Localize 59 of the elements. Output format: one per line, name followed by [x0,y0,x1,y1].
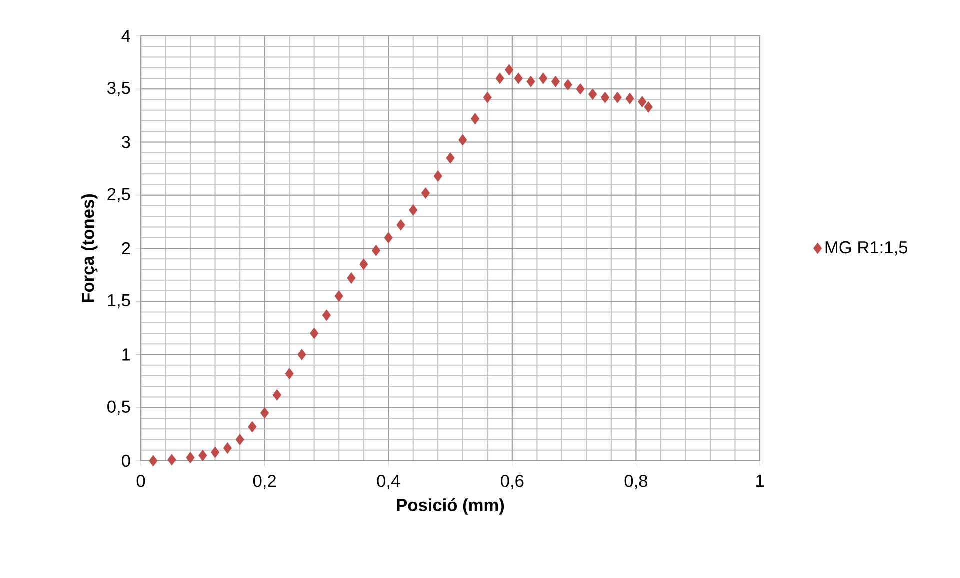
point [588,88,598,100]
point [396,220,406,231]
point [458,134,468,146]
x-tick-label: 1 [756,475,764,487]
point [496,72,504,84]
point [514,72,523,84]
point [236,434,244,446]
y-tick-label: 2,5 [108,188,130,203]
point [638,96,647,108]
y-axis-title: Força (tones) [82,194,98,302]
x-tick-label: 0,6 [501,475,524,490]
y-tick-label: 4 [122,30,130,42]
legend-label: MG R1:1,5 [826,241,908,256]
point [576,84,585,95]
point [260,408,270,419]
point [334,290,344,302]
y-tick-label: 2 [122,242,130,255]
x-tick-label: 0,4 [377,475,400,490]
point [372,245,380,256]
point [198,450,208,462]
point [421,188,430,199]
y-tick-label: 0 [122,454,130,468]
point [644,102,653,113]
point [186,452,195,464]
point [446,152,455,164]
x-tick-label: 0,8 [624,475,648,490]
point [470,113,480,124]
point [564,79,572,90]
point [626,93,634,104]
y-tick-label: 1,5 [108,294,130,309]
point [483,92,492,104]
point [168,454,176,466]
x-axis-title: Posició (mm) [397,498,504,515]
x-tick-label: 0,2 [253,475,276,490]
point [409,204,418,216]
point [149,455,158,467]
point [248,421,257,433]
point [600,92,610,104]
point [310,328,319,340]
point [347,272,356,284]
point [505,64,514,76]
point [285,368,294,380]
y-tick-label: 3 [122,136,130,148]
point [211,446,220,458]
point [434,170,442,182]
point [322,310,331,322]
point [539,72,548,84]
point [298,349,306,360]
point [360,258,368,270]
point [272,390,282,401]
y-tick-label: 3,5 [108,82,130,96]
point [384,232,393,244]
y-tick-label: 1 [122,348,130,361]
point [526,76,536,88]
point [223,442,232,454]
point [551,76,560,88]
point [613,92,622,104]
y-tick-label: 0,5 [108,400,130,416]
x-tick-label: 0 [136,475,146,488]
